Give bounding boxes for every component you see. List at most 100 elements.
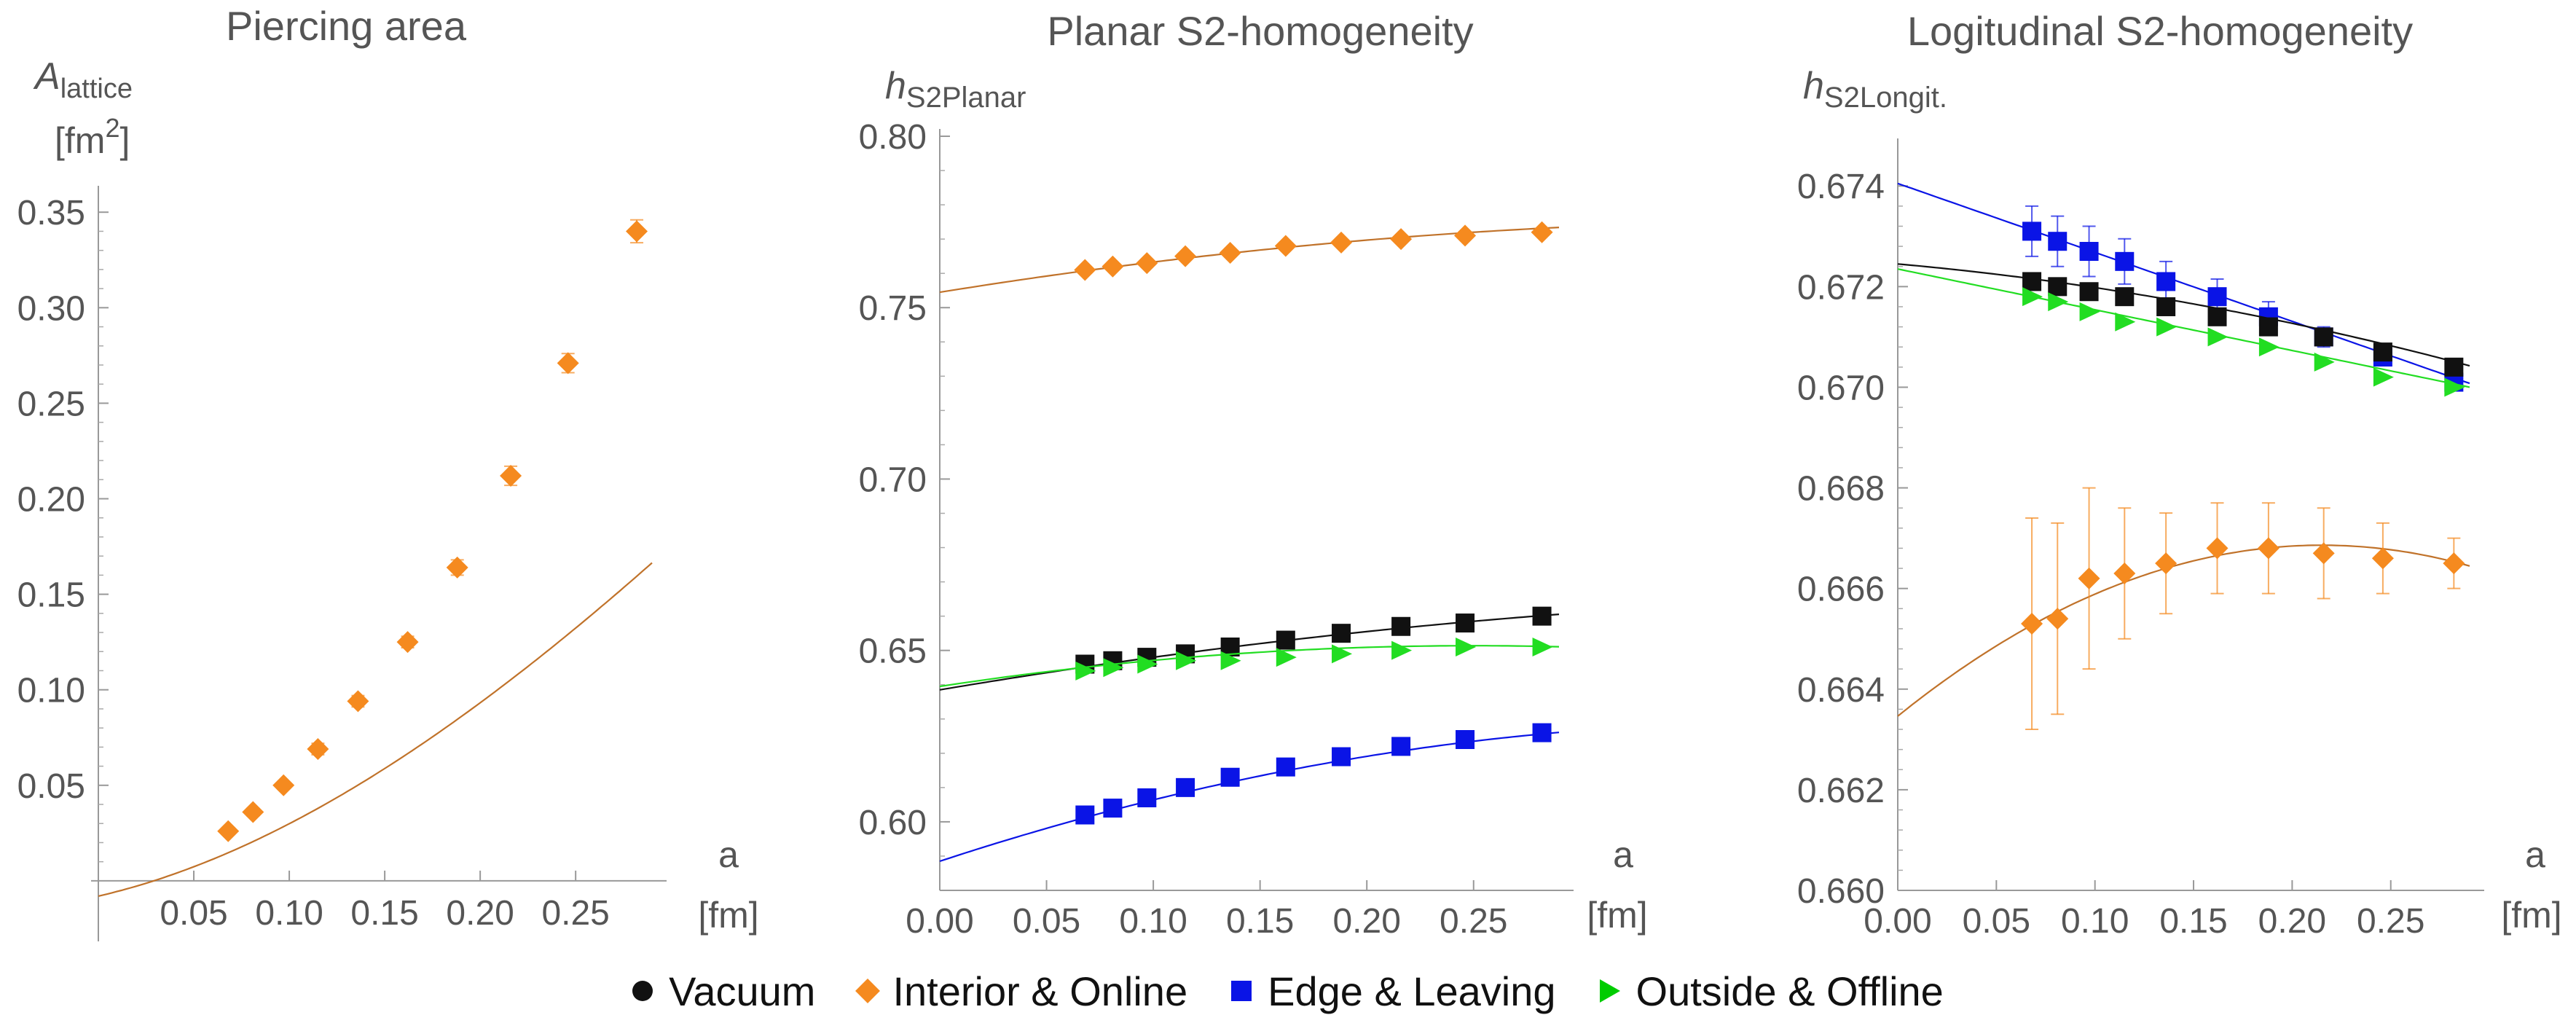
data-point-diamond [1330, 231, 1353, 254]
y-tick-label: 0.660 [1797, 872, 1885, 911]
data-point-square [2079, 242, 2099, 262]
circle-marker-icon [632, 981, 653, 1001]
x-tick-label: 0.15 [1226, 902, 1294, 941]
chart-panel-piercing-area: Piercing area Alattice [fm2] a [fm] 0.05… [17, 3, 759, 941]
data-point-square [2258, 317, 2278, 337]
x-axis-label: a [718, 834, 739, 875]
legend: Vacuum Interior & Online Edge & Leaving … [0, 962, 2576, 1020]
fit-curve [1897, 268, 2470, 388]
data-point-diamond [1136, 252, 1158, 275]
legend-label: Vacuum [669, 968, 816, 1014]
data-point-triangle [2022, 287, 2043, 307]
data-point-square [1276, 757, 1295, 777]
data-point-diamond [2078, 567, 2100, 589]
x-axis-label: a [1613, 834, 1633, 875]
y-tick-label: 0.15 [17, 576, 85, 615]
x-axis-unit: [fm] [2501, 895, 2561, 936]
data-point-diamond [1390, 228, 1413, 251]
data-point-triangle [2258, 337, 2279, 357]
fit-curve [939, 732, 1560, 863]
data-point-triangle [1456, 637, 1477, 656]
fit-curve [1897, 544, 2470, 717]
y-tick-label: 0.668 [1797, 470, 1885, 509]
fit-curve [939, 645, 1560, 688]
y-tick-label: 0.05 [17, 767, 85, 806]
data-point-triangle [1176, 651, 1197, 670]
data-point-square [1532, 606, 1552, 626]
chart-panel-longitudinal-homogeneity: Logitudinal S2-homogeneity hS2Longit. a … [1797, 8, 2562, 941]
x-tick-label: 0.25 [1440, 902, 1507, 941]
data-point-triangle [1276, 648, 1297, 667]
y-tick-label: 0.80 [859, 118, 927, 157]
data-point-triangle [1137, 654, 1158, 674]
data-point-square [1176, 777, 1195, 797]
data-point-square [2022, 222, 2042, 241]
data-point-square [2207, 287, 2227, 307]
data-point-square [1137, 788, 1157, 807]
data-point-square [1103, 799, 1123, 818]
data-point-diamond [2443, 552, 2465, 575]
y-axis-unit: [fm2] [55, 113, 130, 161]
data-point-square [2373, 342, 2392, 362]
fit-curve [939, 227, 1560, 294]
data-point-triangle [1103, 658, 1124, 678]
data-point-diamond [500, 465, 522, 487]
data-point-triangle [1332, 644, 1353, 664]
data-point-square [2115, 287, 2135, 307]
y-tick-label: 0.664 [1797, 671, 1885, 710]
x-tick-label: 0.10 [255, 894, 323, 933]
plot-area-2: 0.660 0.662 0.664 0.666 0.668 0.670 0.672 0.674… [1797, 138, 2484, 941]
legend-label: Interior & Online [892, 968, 1188, 1014]
data-point-square [2115, 251, 2135, 271]
y-tick-label: 0.10 [17, 672, 85, 710]
y-unit-sup: 2 [105, 113, 119, 143]
data-point-diamond [2257, 537, 2279, 560]
data-point-triangle [2207, 327, 2229, 347]
data-point-square [2079, 282, 2099, 302]
plot-area-1: 0.60 0.65 0.70 0.75 0.80 0.00 0.05 0.10 0.15 0.20… [859, 118, 1574, 941]
y-tick-label: 0.672 [1797, 268, 1885, 307]
data-point-diamond [2155, 552, 2178, 575]
x-tick-label: 0.20 [2258, 902, 2326, 941]
y-tick-label: 0.70 [859, 460, 927, 499]
data-point-diamond [1274, 235, 1297, 257]
x-tick-label: 0.20 [1332, 902, 1400, 941]
data-point-diamond [1174, 245, 1197, 267]
data-point-triangle [2048, 292, 2069, 312]
data-point-triangle [2444, 377, 2465, 397]
data-point-diamond [2312, 542, 2335, 565]
data-point-square [2314, 327, 2333, 347]
y-tick-label: 0.35 [17, 194, 85, 232]
fit-curve [1897, 263, 2470, 367]
data-point-diamond [1219, 241, 1241, 264]
plot-area-0: 0.05 0.10 0.15 0.20 0.25 0.30 0.35 0.05 0.10 0.15… [17, 186, 667, 941]
x-tick-label: 0.00 [906, 902, 973, 941]
x-tick-label: 0.20 [446, 894, 514, 933]
data-point-square [2156, 272, 2176, 291]
y-tick-label: 0.666 [1797, 571, 1885, 609]
y-tick-label: 0.662 [1797, 772, 1885, 810]
y-tick-label: 0.65 [859, 632, 927, 671]
data-point-diamond [1102, 255, 1124, 278]
y-tick-label: 0.60 [859, 804, 927, 842]
data-point-triangle [1391, 640, 1413, 660]
x-axis-unit: [fm] [1587, 895, 1647, 936]
legend-label: Outside & Offline [1635, 968, 1944, 1014]
data-point-square [1456, 730, 1475, 749]
legend-item-edge: Edge & Leaving [1231, 968, 1556, 1015]
legend-item-outside: Outside & Offline [1599, 968, 1944, 1015]
data-point-square [2156, 297, 2176, 316]
x-tick-label: 0.00 [1864, 902, 1931, 941]
x-tick-label: 0.10 [1119, 902, 1187, 941]
chart-title: Piercing area [226, 3, 467, 49]
x-tick-label: 0.25 [2357, 902, 2424, 941]
legend-item-vacuum: Vacuum [632, 968, 815, 1015]
data-point-triangle [2079, 302, 2100, 321]
y-unit-post: ] [119, 120, 130, 161]
y-tick-label: 0.20 [17, 481, 85, 520]
x-tick-label: 0.05 [160, 894, 227, 933]
data-point-triangle [2115, 312, 2136, 332]
data-point-diamond [347, 690, 369, 713]
x-tick-label: 0.15 [2159, 902, 2227, 941]
